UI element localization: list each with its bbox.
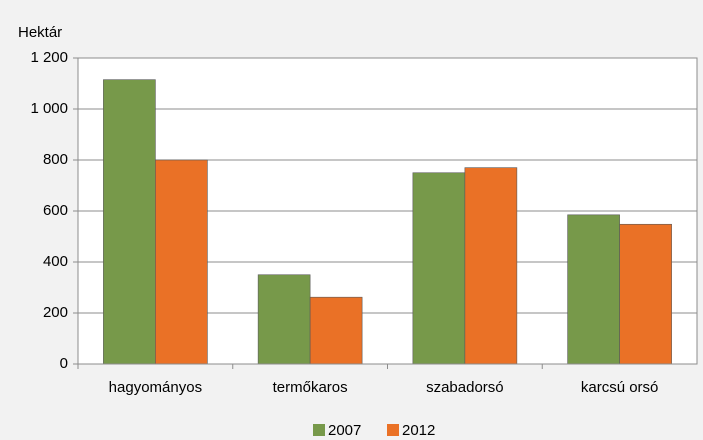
- x-tick-label: karcsú orsó: [581, 379, 659, 396]
- bar: [103, 79, 156, 365]
- x-tick-label: szabadorsó: [426, 379, 504, 396]
- y-axis-label: Hektár: [18, 24, 62, 41]
- y-tick-label: 200: [43, 304, 68, 321]
- x-tick-label: termőkaros: [273, 379, 348, 396]
- bar: [309, 296, 363, 365]
- legend-label: 2012: [402, 422, 435, 439]
- y-tick-label: 400: [43, 253, 68, 270]
- x-tick-label: hagyományos: [109, 379, 202, 396]
- legend-label: 2007: [328, 422, 361, 439]
- y-tick-label: 800: [43, 151, 68, 168]
- legend-swatch: [387, 424, 399, 436]
- y-tick-label: 0: [60, 355, 68, 372]
- bar: [567, 214, 620, 365]
- legend-swatch: [313, 424, 325, 436]
- y-tick-label: 1 200: [30, 49, 68, 66]
- bar: [257, 274, 311, 365]
- bar: [155, 159, 208, 365]
- bar: [619, 223, 672, 365]
- bar: [412, 172, 466, 365]
- y-tick-label: 600: [43, 202, 68, 219]
- bar: [464, 167, 518, 365]
- y-tick-label: 1 000: [30, 100, 68, 117]
